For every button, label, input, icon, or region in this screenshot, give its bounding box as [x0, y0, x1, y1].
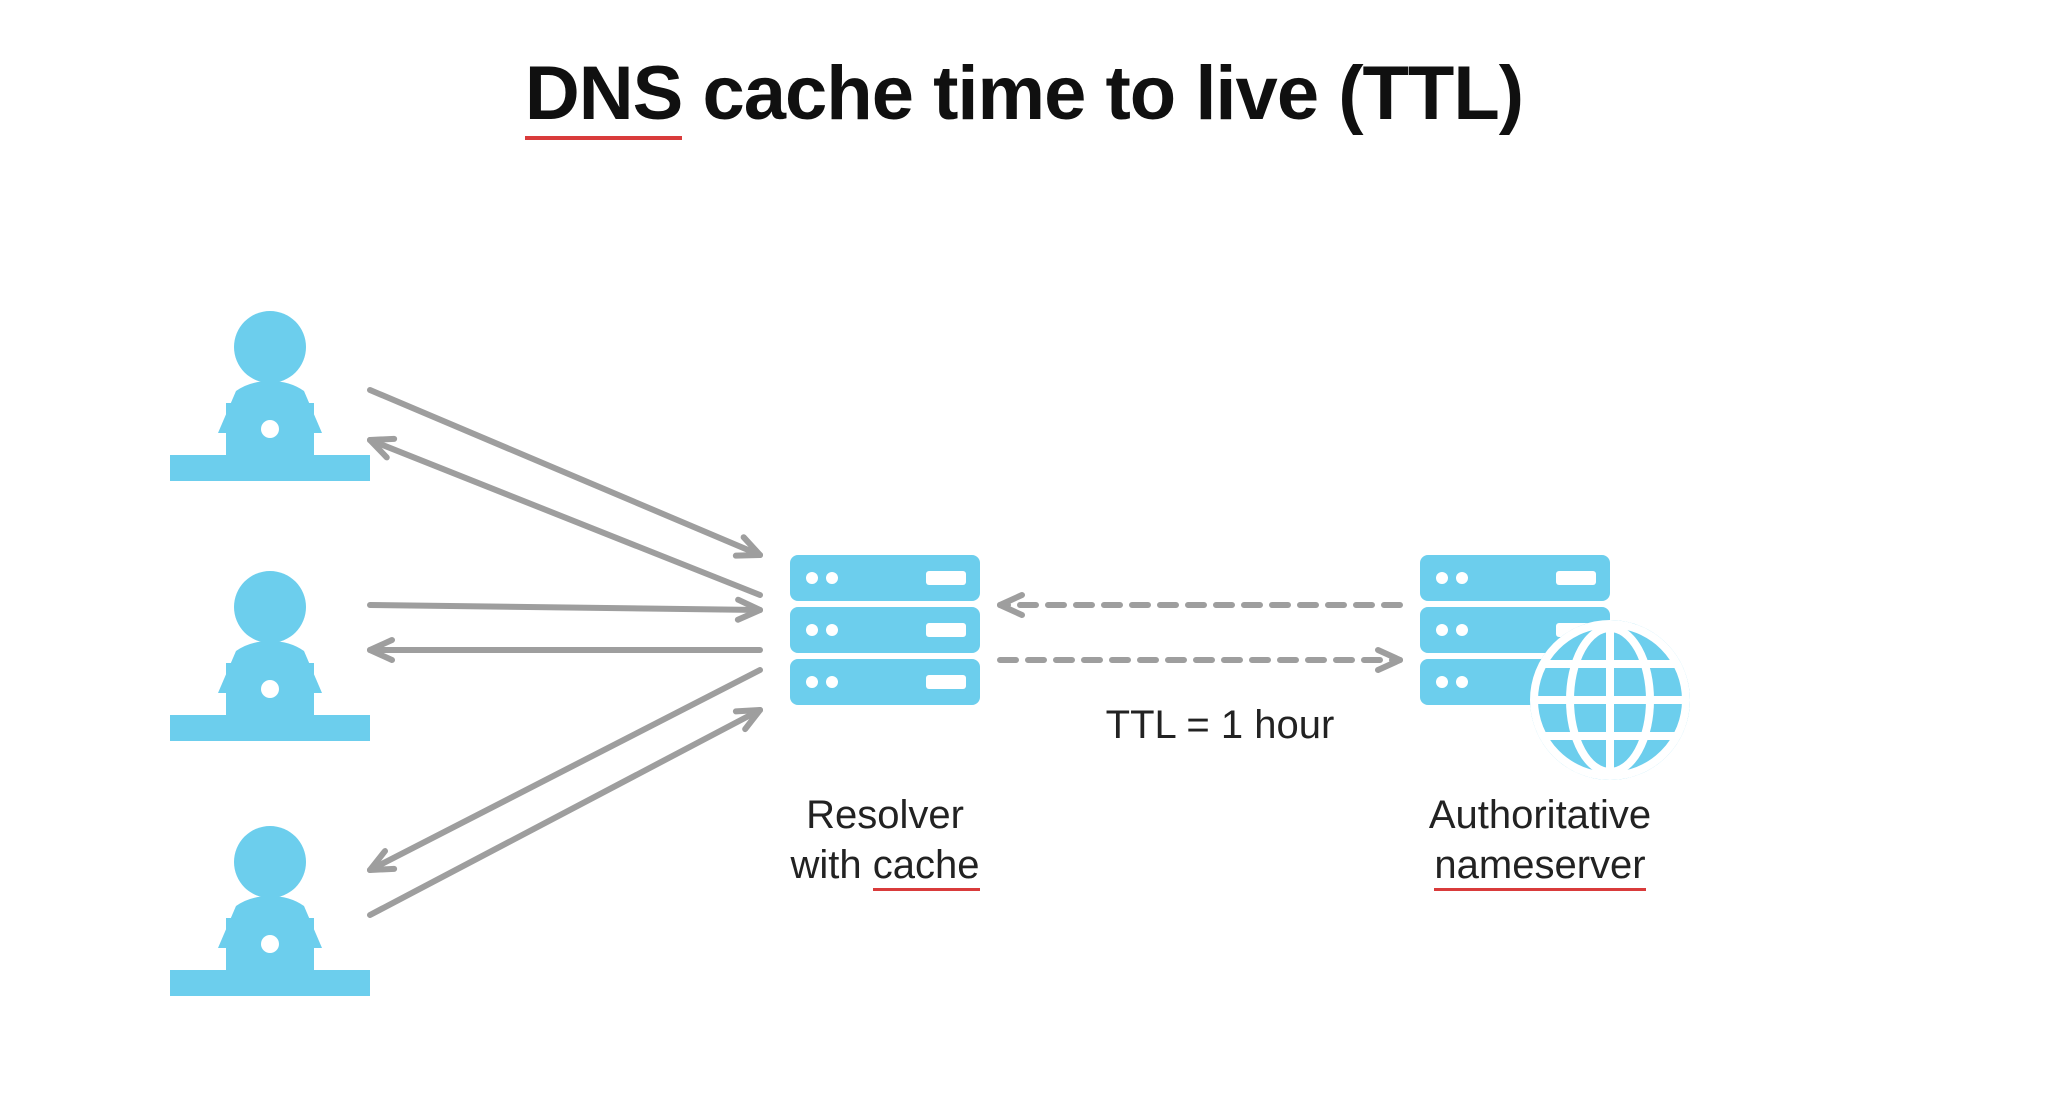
arrow-user-to-resolver — [370, 390, 760, 556]
server-icon — [790, 555, 980, 705]
user-icon — [170, 826, 370, 996]
arrow-user-to-resolver — [370, 600, 760, 620]
globe-icon — [1530, 620, 1690, 780]
arrow-resolver-to-user — [370, 640, 760, 660]
arrow-resolver-to-user — [370, 670, 760, 870]
arrow-user-to-resolver — [370, 710, 760, 915]
arrow-resolver-to-user — [370, 439, 760, 595]
user-icon — [170, 311, 370, 481]
user-icon — [170, 571, 370, 741]
arrow-resolver-to-auth — [1000, 650, 1400, 670]
diagram-canvas — [0, 0, 2048, 1117]
arrow-auth-to-resolver — [1000, 595, 1400, 615]
